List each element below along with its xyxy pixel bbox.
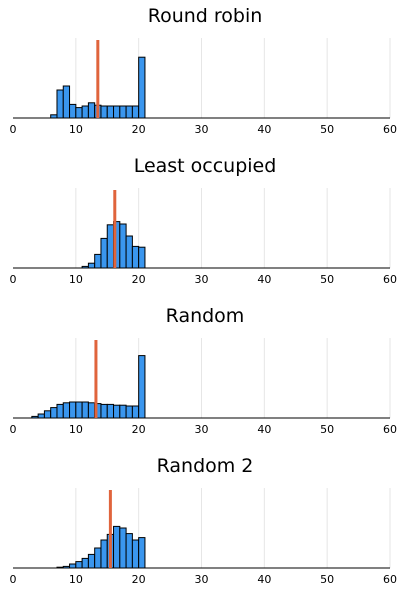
histogram-bar [75,107,83,119]
histogram-bar [94,547,102,569]
histogram-bar [119,404,127,419]
histogram-panel-1: Round robin 0 10 20 30 40 50 60 [10,5,398,136]
x-tick-label: 20 [132,423,146,436]
x-tick-label: 10 [69,123,83,136]
histogram-bar [100,237,108,269]
x-tick-label: 40 [257,573,271,586]
histogram-bar [62,85,71,119]
histogram-bar [138,246,146,269]
histogram-bar [125,235,133,269]
histogram-bar [75,401,83,419]
x-tick-label: 0 [10,123,17,136]
x-tick-label: 20 [132,273,146,286]
histogram-bar [81,105,89,119]
x-tick-label: 60 [383,273,397,286]
histogram-bar [100,539,108,569]
histogram-bar [87,102,96,119]
x-tick-label: 60 [383,123,397,136]
histogram-bar [138,355,146,419]
histogram-bar [125,405,133,419]
x-tick-label: 40 [257,423,271,436]
histogram-bar [138,537,146,569]
chart-title: Random 2 [157,455,254,477]
x-tick-label: 0 [10,573,17,586]
histogram-bar [131,539,140,569]
histogram-bar [125,105,133,119]
x-tick-label: 0 [10,273,17,286]
histogram-panel-4: Random 2 0 10 20 30 40 50 60 [10,455,398,586]
histogram-bar [119,223,127,269]
x-tick-label: 50 [320,123,334,136]
histogram-bar [50,407,58,419]
x-tick-label: 10 [69,423,83,436]
histogram-bar [113,105,121,119]
histogram-bar [131,105,140,119]
histogram-bar [87,262,96,269]
x-tick-label: 60 [383,423,397,436]
chart-title: Round robin [148,5,263,27]
x-tick-label: 20 [132,573,146,586]
histogram-bar [131,245,140,269]
histogram-bar [106,403,115,419]
histogram-bar [100,105,108,119]
histogram-bar [62,402,71,419]
histogram-bar [87,553,96,569]
histogram-bar [94,253,102,269]
histogram-bar [69,103,77,119]
histogram-bar [56,403,64,419]
histogram-bar [119,527,127,569]
chart-title: Least occupied [134,155,277,177]
histogram-bar [131,405,140,419]
x-tick-label: 20 [132,123,146,136]
histogram-bar [56,89,64,119]
histogram-panel-3: Random 0 10 20 30 40 50 60 [10,305,398,436]
histogram-bar [119,105,127,119]
x-tick-label: 30 [195,573,209,586]
histogram-bar [106,224,115,269]
x-tick-label: 50 [320,273,334,286]
histogram-bar [138,56,146,119]
histogram-bar [81,557,89,569]
histogram-bar [113,525,121,569]
histogram-bar [69,563,77,569]
histogram-bar [43,410,52,419]
histogram-bar [125,533,133,569]
x-tick-label: 50 [320,573,334,586]
x-tick-label: 60 [383,573,397,586]
histogram-bar [106,105,115,119]
x-tick-label: 50 [320,423,334,436]
histogram-bar [37,413,45,419]
x-tick-label: 10 [69,273,83,286]
x-tick-label: 30 [195,423,209,436]
chart-title: Random [166,305,245,327]
histogram-bar [75,561,83,569]
x-tick-label: 30 [195,273,209,286]
histogram-bar [100,403,108,419]
x-tick-label: 0 [10,423,17,436]
x-tick-label: 40 [257,273,271,286]
x-tick-label: 40 [257,123,271,136]
histogram-bar [113,404,121,419]
histogram-bar [81,401,89,419]
histogram-panel-2: Least occupied 0 10 20 30 40 50 60 [10,155,398,286]
x-tick-label: 30 [195,123,209,136]
histogram-bar [69,401,77,419]
histogram-bar [87,402,96,419]
x-tick-label: 10 [69,573,83,586]
